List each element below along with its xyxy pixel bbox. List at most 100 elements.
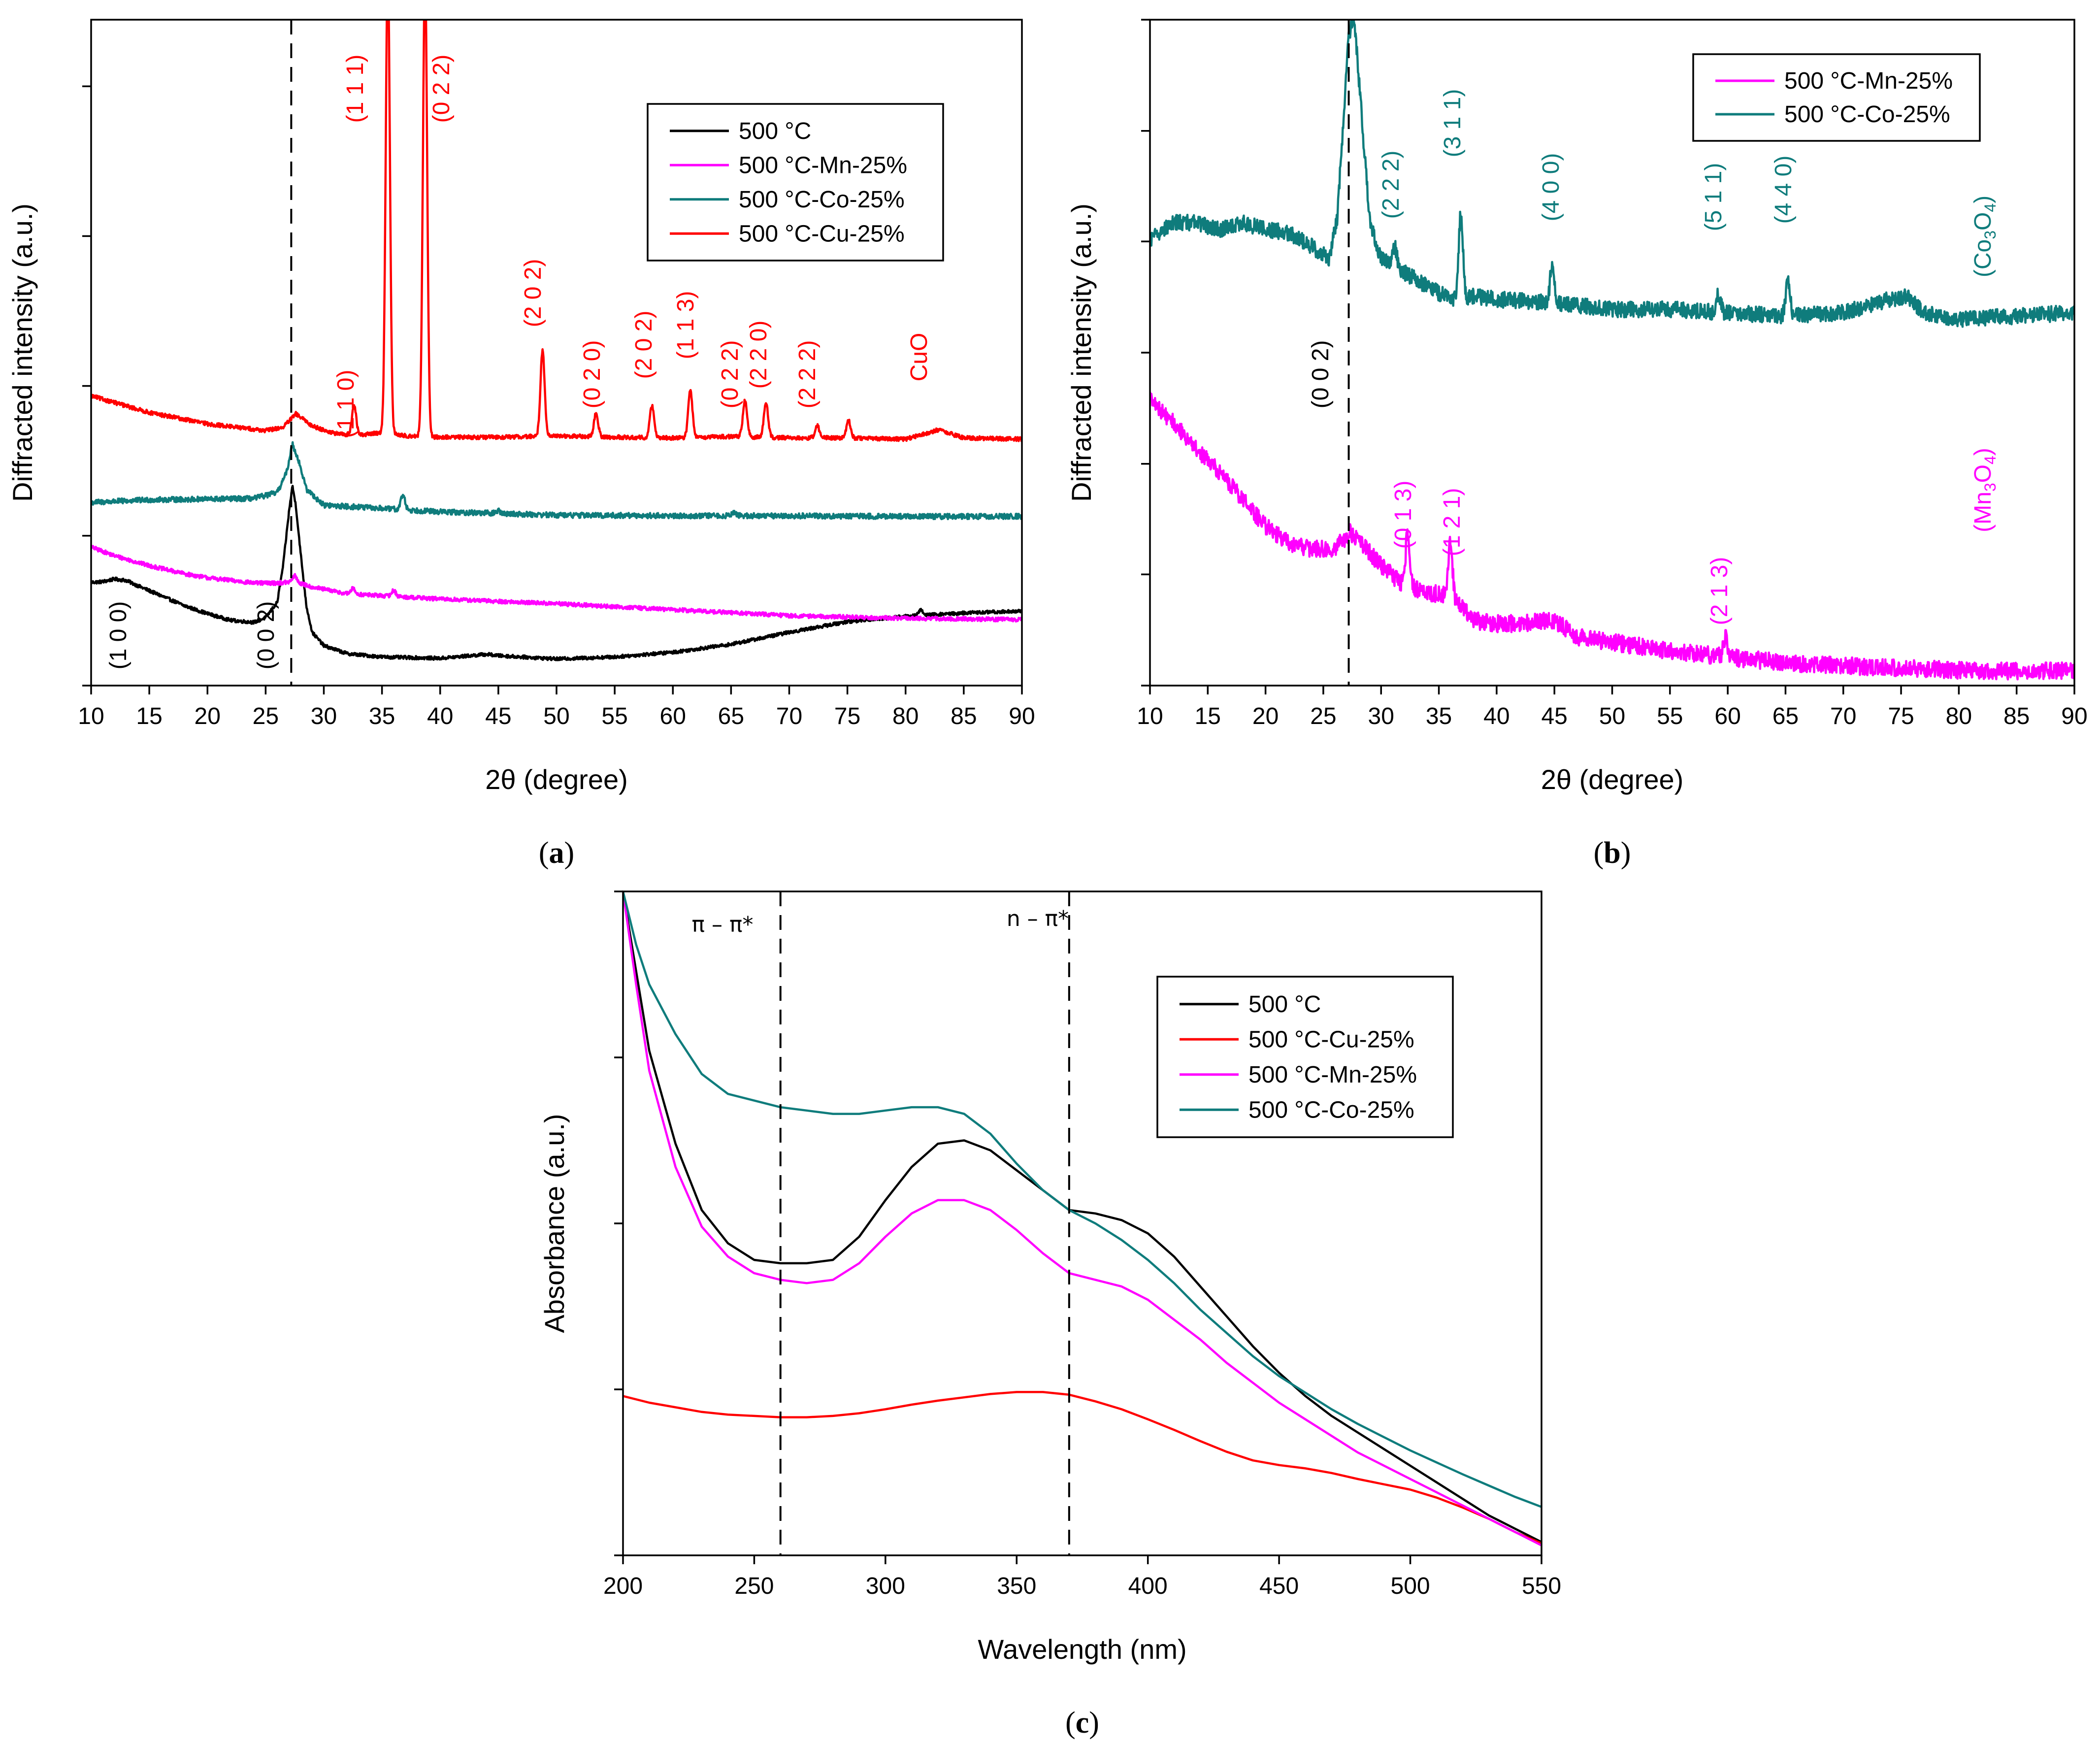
x-tick-label: 90 bbox=[2061, 703, 2087, 729]
x-tick-label: 10 bbox=[1137, 703, 1163, 729]
x-tick-label: 55 bbox=[1657, 703, 1683, 729]
x-tick-label: 200 bbox=[603, 1573, 643, 1599]
peak-annotation: (0 2 2) bbox=[428, 55, 455, 123]
peak-annotation: (0 0 2) bbox=[253, 601, 279, 670]
legend-label: 500 °C bbox=[1248, 991, 1321, 1018]
x-tick-label: 55 bbox=[601, 703, 627, 729]
x-tick-label: 30 bbox=[1368, 703, 1394, 729]
x-tick-label: 60 bbox=[1714, 703, 1740, 729]
peak-annotation: (0 1 3) bbox=[1390, 481, 1416, 549]
legend-b: 500 °C-Mn-25% 500 °C-Co-25% bbox=[1692, 53, 1981, 142]
panel-a: 10 15 20 25 30 35 40 45 50 55 60 65 70 75 80 85 90 2θ (de… bbox=[7, 19, 1035, 870]
peak-annotation: (5 1 1) bbox=[1701, 163, 1727, 231]
x-tick-label: 20 bbox=[195, 703, 221, 729]
peak-annotation: (2 0 2) bbox=[520, 259, 546, 328]
legend-label: 500 °C-Cu-25% bbox=[739, 221, 905, 247]
peak-annotation: (1 1 0) bbox=[333, 370, 359, 438]
x-tick-label: 90 bbox=[1009, 703, 1035, 729]
peak-annotation: (0 2 2) bbox=[717, 340, 743, 409]
x-tick-label: 65 bbox=[718, 703, 744, 729]
x-tick-label: 30 bbox=[311, 703, 337, 729]
peak-annotation: (Mn3O4) bbox=[1970, 448, 1999, 532]
x-axis-title: 2θ (degree) bbox=[485, 764, 628, 795]
panel-c: 200 250 300 350 400 450 500 550 Wavelength (nm) A… bbox=[539, 890, 1561, 1740]
x-tick-label: 80 bbox=[1946, 703, 1972, 729]
series-line-c-1 bbox=[623, 1391, 1542, 1545]
x-tick-label: 60 bbox=[660, 703, 686, 729]
x-tick-label: 35 bbox=[369, 703, 395, 729]
legend-label: 500 °C bbox=[739, 118, 811, 144]
peak-annotation: (1 1 3) bbox=[673, 291, 699, 360]
legend-a: 500 °C 500 °C-Mn-25% 500 °C-Co-25% 500 °C-C… bbox=[647, 103, 944, 262]
x-tick-label: 250 bbox=[734, 1573, 774, 1599]
x-tick-label: 45 bbox=[1541, 703, 1567, 729]
series-line-b-0 bbox=[1150, 392, 2074, 681]
peak-annotation: (Co3O4) bbox=[1970, 196, 1999, 277]
x-tick-label: 350 bbox=[997, 1573, 1036, 1599]
peak-annotation: (2 0 2) bbox=[631, 311, 657, 379]
legend-box bbox=[1692, 53, 1981, 142]
peak-annotation: π – π* bbox=[692, 912, 754, 937]
y-axis-title: Diffracted intensity (a.u.) bbox=[7, 203, 38, 502]
series-line-a-2 bbox=[91, 441, 1022, 521]
peak-annotation: (3 1 1) bbox=[1440, 89, 1466, 158]
peak-annotation: n – π* bbox=[1007, 906, 1069, 931]
x-tick-label: 50 bbox=[543, 703, 569, 729]
peak-annotation: (2 2 2) bbox=[1378, 151, 1404, 219]
peak-annotation: (0 0 2) bbox=[1308, 340, 1334, 409]
peak-annotation: (4 0 0) bbox=[1538, 153, 1564, 222]
legend-c: 500 °C 500 °C-Cu-25% 500 °C-Mn-25% 500 °C-C… bbox=[1156, 976, 1454, 1138]
legend-label: 500 °C-Cu-25% bbox=[1248, 1026, 1414, 1052]
series-line-a-3 bbox=[91, 20, 1022, 442]
peak-annotation: CuO bbox=[906, 333, 932, 382]
x-tick-label: 65 bbox=[1772, 703, 1799, 729]
peak-annotation: (1 0 0) bbox=[105, 601, 131, 670]
x-tick-label: 500 bbox=[1391, 1573, 1430, 1599]
panel-label: (b) bbox=[1594, 836, 1631, 870]
x-tick-label: 300 bbox=[866, 1573, 905, 1599]
x-tick-label: 45 bbox=[485, 703, 511, 729]
x-tick-label: 85 bbox=[2003, 703, 2030, 729]
x-tick-label: 10 bbox=[78, 703, 104, 729]
peak-annotation: (1 1 1) bbox=[342, 55, 368, 123]
legend-label: 500 °C-Co-25% bbox=[1248, 1097, 1414, 1123]
series-line-b-1 bbox=[1150, 20, 2074, 328]
x-tick-label: 40 bbox=[427, 703, 453, 729]
x-tick-label: 15 bbox=[136, 703, 162, 729]
peak-annotation: (4 4 0) bbox=[1771, 156, 1797, 224]
x-tick-label: 40 bbox=[1483, 703, 1509, 729]
peak-annotation: (0 2 0) bbox=[579, 340, 605, 409]
series-line-a-0 bbox=[91, 485, 1022, 661]
panel-label: (a) bbox=[539, 836, 574, 870]
x-axis-title: 2θ (degree) bbox=[1541, 764, 1684, 795]
y-axis-title: Diffracted intensity (a.u.) bbox=[1066, 203, 1097, 502]
peak-annotation: (2 2 2) bbox=[794, 340, 820, 409]
peak-annotation: (1 2 1) bbox=[1439, 488, 1465, 557]
x-tick-label: 75 bbox=[1888, 703, 1914, 729]
peak-annotation: (2 1 3) bbox=[1706, 557, 1733, 625]
legend-label: 500 °C-Mn-25% bbox=[739, 152, 907, 178]
legend-label: 500 °C-Mn-25% bbox=[1248, 1062, 1417, 1088]
x-tick-label: 25 bbox=[253, 703, 279, 729]
legend-label: 500 °C-Co-25% bbox=[1784, 101, 1950, 128]
x-tick-label: 550 bbox=[1522, 1573, 1561, 1599]
legend-label: 500 °C-Co-25% bbox=[739, 187, 905, 213]
x-tick-label: 25 bbox=[1310, 703, 1336, 729]
x-tick-label: 20 bbox=[1252, 703, 1279, 729]
x-axis-title: Wavelength (nm) bbox=[978, 1634, 1186, 1665]
y-axis-title: Absorbance (a.u.) bbox=[539, 1114, 570, 1333]
x-tick-label: 85 bbox=[951, 703, 977, 729]
x-tick-label: 35 bbox=[1426, 703, 1452, 729]
x-tick-label: 70 bbox=[1830, 703, 1856, 729]
panel-label: (c) bbox=[1065, 1706, 1099, 1740]
x-tick-label: 70 bbox=[776, 703, 802, 729]
x-tick-label: 50 bbox=[1599, 703, 1625, 729]
x-tick-label: 450 bbox=[1259, 1573, 1299, 1599]
series-line-a-1 bbox=[91, 545, 1022, 623]
x-tick-label: 400 bbox=[1128, 1573, 1168, 1599]
panel-b: 10 15 20 25 30 35 40 45 50 55 60 65 70 75 80 85 90 2θ (de… bbox=[1066, 19, 2088, 870]
legend-label: 500 °C-Mn-25% bbox=[1784, 68, 1953, 94]
x-tick-label: 80 bbox=[892, 703, 919, 729]
peak-annotation: (2 2 0) bbox=[746, 321, 772, 389]
